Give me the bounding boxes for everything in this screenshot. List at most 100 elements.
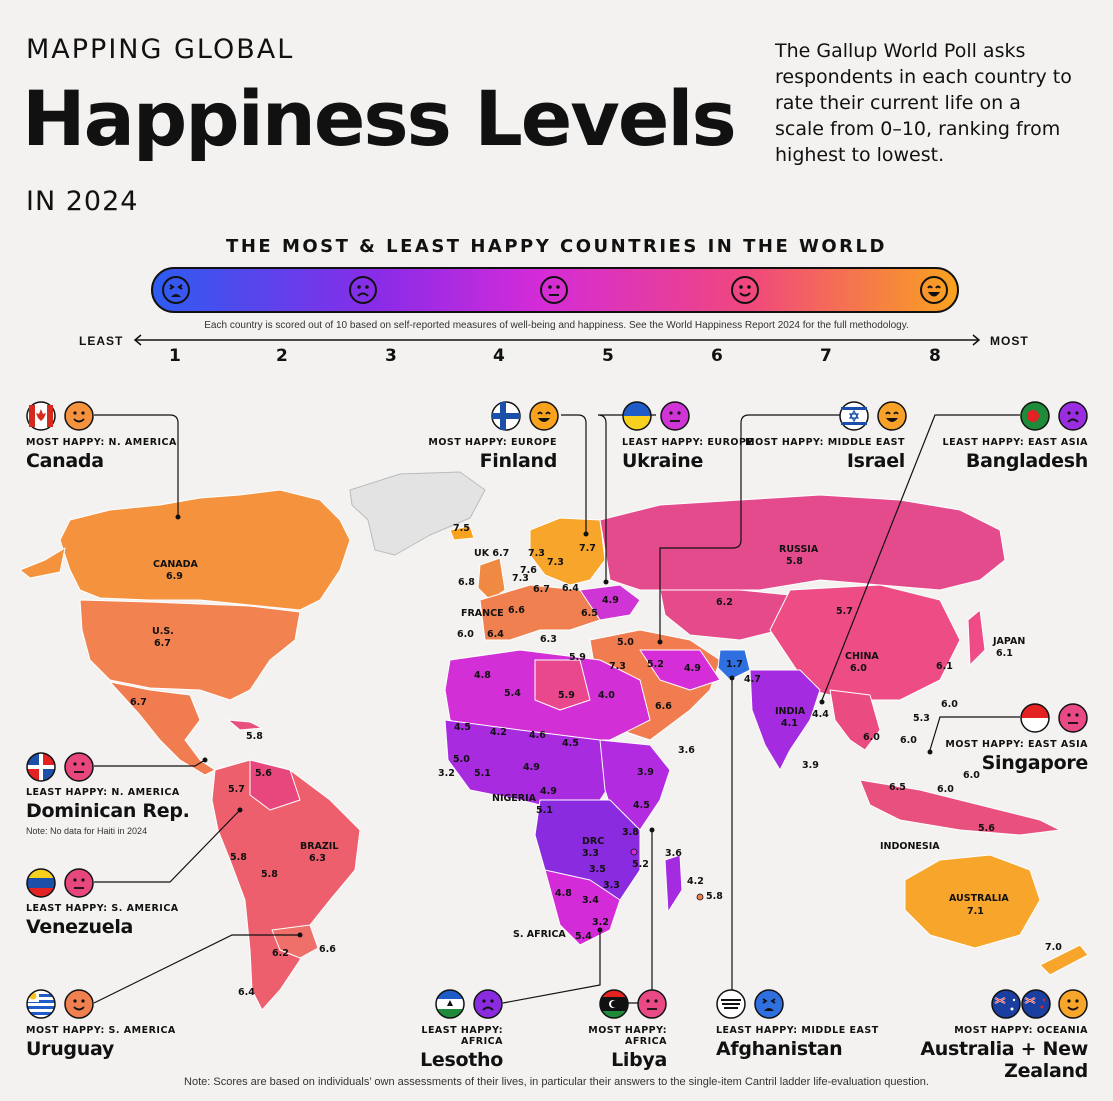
map-value-label: DRC — [582, 836, 605, 847]
callout-uruguay: MOST HAPPY: S. AMERICA Uruguay — [26, 1025, 176, 1060]
least-label: LEAST — [79, 334, 124, 348]
map-value-label: 5.2 — [647, 659, 664, 670]
us-shape — [79, 599, 301, 701]
map-value-label: 6.7 — [130, 697, 147, 708]
neutral-face-icon — [64, 752, 94, 782]
callout-category: LEAST HAPPY: EUROPE — [622, 437, 754, 448]
map-value-label: 4.0 — [598, 690, 615, 701]
map-value-label: 4.9 — [684, 663, 701, 674]
map-value-label: 4.5 — [633, 800, 650, 811]
callout-israel: MOST HAPPY: MIDDLE EAST Israel — [740, 437, 905, 472]
page-title: Happiness Levels — [22, 74, 737, 163]
smile-face-icon — [64, 989, 94, 1019]
libya-flag-icon — [599, 989, 629, 1019]
map-value-label: 5.8 — [786, 556, 803, 567]
map-value-label: 4.6 — [529, 730, 546, 741]
smile-face-icon — [731, 276, 759, 304]
map-value-label: 7.5 — [453, 523, 470, 534]
greenland-shape — [349, 471, 486, 556]
israel-flag-icon — [839, 401, 869, 431]
sad-face-icon — [473, 989, 503, 1019]
map-value-label: INDONESIA — [880, 841, 940, 852]
china-shape — [769, 584, 961, 701]
map-value-label: 5.9 — [569, 652, 586, 663]
map-value-label: 6.8 — [458, 577, 475, 588]
map-value-label: 6.4 — [562, 583, 579, 594]
callout-finland: MOST HAPPY: EUROPE Finland — [380, 437, 557, 472]
methodology-note: Each country is scored out of 10 based o… — [204, 320, 909, 331]
neutral-face-icon — [540, 276, 568, 304]
map-value-label: 6.0 — [900, 735, 917, 746]
canada-flag-icon — [26, 401, 56, 431]
map-value-label: JAPAN — [993, 636, 1026, 647]
map-value-label: 3.3 — [603, 880, 620, 891]
map-value-label: 6.5 — [889, 782, 906, 793]
map-value-label: 3.6 — [665, 848, 682, 859]
map-value-label: 6.6 — [508, 605, 525, 616]
india-shape — [749, 669, 821, 771]
map-value-label: 5.8 — [246, 731, 263, 742]
new-zealand-flag-icon — [1021, 989, 1051, 1019]
australia-shape — [904, 854, 1041, 949]
europe-shape — [479, 584, 611, 641]
callout-category: LEAST HAPPY: S. AMERICA — [26, 903, 179, 914]
map-value-label: 6.4 — [238, 987, 255, 998]
map-value-label: 6.0 — [457, 629, 474, 640]
map-value-label: 7.3 — [609, 661, 626, 672]
map-value-label: 7.7 — [579, 543, 596, 554]
map-value-label: 7.3 — [547, 557, 564, 568]
map-value-label: NIGERIA — [492, 793, 536, 804]
callout-lesotho: LEAST HAPPY: AFRICA Lesotho — [380, 1025, 503, 1071]
sad-face-icon — [349, 276, 377, 304]
dominican-flag-icon — [26, 752, 56, 782]
map-value-label: 5.6 — [255, 768, 272, 779]
very-sad-face-icon — [754, 989, 784, 1019]
map-value-label: 5.3 — [913, 713, 930, 724]
map-value-label: 5.7 — [836, 606, 853, 617]
map-value-label: 6.0 — [937, 784, 954, 795]
map-value-label: 4.9 — [602, 595, 619, 606]
map-value-label: 6.5 — [581, 608, 598, 619]
finland-flag-icon — [491, 401, 521, 431]
callout-category: MOST HAPPY: AFRICA — [588, 1025, 667, 1047]
callout-dominican: LEAST HAPPY: N. AMERICA Dominican Rep. N… — [26, 787, 190, 836]
big-smile-face-icon — [920, 276, 948, 304]
map-value-label: 5.1 — [536, 805, 553, 816]
tick-8: 8 — [929, 346, 941, 366]
intro-text: The Gallup World Poll asks respondents i… — [775, 40, 1072, 166]
footer-note: Note: Scores are based on individuals’ o… — [184, 1076, 929, 1088]
island-dot — [696, 893, 704, 901]
map-value-label: 4.1 — [781, 718, 798, 729]
callout-ukraine: LEAST HAPPY: EUROPE Ukraine — [622, 437, 753, 472]
happiness-scale-bar — [151, 267, 959, 313]
map-value-label: 6.4 — [487, 629, 504, 640]
map-value-label: BRAZIL — [300, 841, 339, 852]
afghanistan-shape — [717, 649, 751, 681]
map-value-label: 4.9 — [540, 786, 557, 797]
singapore-flag-icon — [1020, 703, 1050, 733]
map-value-label: 5.4 — [575, 931, 592, 942]
map-value-label: 7.6 — [520, 565, 537, 576]
map-value-label: 3.9 — [802, 760, 819, 771]
bangladesh-flag-icon — [1020, 401, 1050, 431]
ukraine-flag-icon — [622, 401, 652, 431]
callout-oceania: MOST HAPPY: OCEANIA Australia + New Zeal… — [850, 1025, 1088, 1082]
map-value-label: 5.7 — [228, 784, 245, 795]
callout-bangladesh: LEAST HAPPY: EAST ASIA Bangladesh — [930, 437, 1089, 472]
map-value-label: 6.6 — [655, 701, 672, 712]
callout-category: LEAST HAPPY: N. AMERICA — [26, 787, 180, 798]
map-value-label: 4.5 — [454, 722, 471, 733]
map-value-label: 7.1 — [967, 906, 984, 917]
tick-1: 1 — [169, 346, 181, 366]
callout-country: Bangladesh — [965, 450, 1088, 472]
map-value-label: AUSTRALIA — [949, 893, 1009, 904]
map-value-label: 7.0 — [1045, 942, 1062, 953]
lesotho-flag-icon — [435, 989, 465, 1019]
map-value-label: 3.5 — [589, 864, 606, 875]
callout-venezuela: LEAST HAPPY: S. AMERICA Venezuela — [26, 903, 179, 938]
callout-category: MOST HAPPY: EAST ASIA — [945, 739, 1088, 750]
neutral-face-icon — [660, 401, 690, 431]
map-value-label: 4.9 — [523, 762, 540, 773]
island-dot — [630, 848, 638, 856]
